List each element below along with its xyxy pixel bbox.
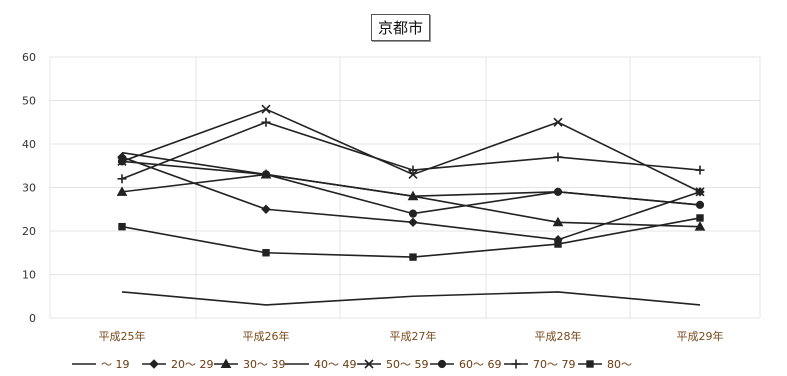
data-point-marker — [586, 360, 594, 368]
data-point-marker — [695, 165, 705, 175]
legend-entry: 20〜 29 — [142, 358, 214, 371]
series-group — [116, 104, 706, 306]
x-mark-stroke — [553, 117, 563, 127]
series-line — [121, 108, 701, 193]
legend-label: 20〜 29 — [171, 358, 214, 371]
series-line — [121, 291, 701, 306]
legend-label: 80〜 — [607, 358, 632, 371]
data-point-marker — [408, 165, 418, 175]
data-point-marker — [364, 359, 374, 369]
data-point-marker — [552, 216, 564, 227]
legend-label: 30〜 39 — [243, 358, 286, 371]
y-tick-label: 10 — [22, 269, 36, 282]
y-tick-label: 40 — [22, 138, 36, 151]
legend-entry: 〜 19 — [72, 358, 130, 371]
data-point-marker — [220, 358, 232, 368]
x-axis-ticks: 平成25年 平成26年 平成27年 平成28年 平成29年 — [99, 329, 724, 343]
data-point-marker — [149, 359, 159, 369]
x-tick-label: 平成29年 — [677, 329, 724, 343]
y-tick-label: 60 — [22, 51, 36, 64]
data-point-marker — [553, 152, 563, 162]
series-line — [121, 173, 701, 228]
y-tick-label: 0 — [29, 312, 36, 325]
data-point-marker — [261, 117, 271, 127]
legend-entry: 50〜 59 — [357, 358, 429, 371]
data-point-marker — [554, 240, 562, 248]
data-point-marker — [261, 104, 271, 114]
y-tick-label: 30 — [22, 182, 36, 195]
series-8 — [118, 214, 704, 261]
x-mark-stroke — [364, 359, 374, 369]
chart-title: 京都市 — [371, 14, 431, 41]
legend-entry: 70〜 79 — [504, 358, 576, 371]
legend-entry: 60〜 69 — [430, 358, 502, 371]
series-1 — [121, 291, 701, 306]
legend-entry: 80〜 — [578, 358, 632, 371]
data-point-marker — [694, 221, 706, 231]
data-point-marker — [261, 170, 271, 179]
legend-label: 50〜 59 — [386, 358, 429, 371]
legend-label: 〜 19 — [101, 358, 130, 371]
data-point-marker — [553, 187, 563, 196]
legend-label: 60〜 69 — [459, 358, 502, 371]
x-tick-label: 平成26年 — [243, 329, 290, 343]
data-point-marker — [553, 117, 563, 127]
x-tick-label: 平成27年 — [390, 329, 437, 343]
series-6 — [117, 157, 705, 218]
y-tick-label: 20 — [22, 225, 36, 238]
data-point-marker — [695, 200, 705, 209]
data-point-marker — [117, 174, 127, 184]
x-tick-label: 平成28年 — [535, 329, 582, 343]
data-point-marker — [117, 157, 127, 166]
legend-entry: 30〜 39 — [214, 358, 286, 371]
legend-label: 70〜 79 — [533, 358, 576, 371]
data-point-marker — [409, 253, 417, 261]
x-mark-stroke — [695, 187, 705, 197]
x-mark-stroke — [261, 104, 271, 114]
data-point-marker — [262, 249, 270, 257]
data-point-marker — [118, 222, 126, 231]
data-point-marker — [408, 217, 418, 228]
data-point-marker — [511, 359, 521, 369]
legend-label: 40〜 49 — [314, 358, 357, 371]
data-point-marker — [408, 209, 418, 218]
data-point-marker — [261, 204, 271, 214]
data-point-marker — [437, 359, 447, 369]
y-axis-ticks: 0 10 20 30 40 50 60 — [22, 51, 36, 325]
data-point-marker — [116, 186, 128, 196]
legend-entry: 40〜 49 — [285, 358, 357, 371]
series-7 — [117, 117, 705, 184]
data-point-marker — [696, 214, 704, 222]
x-tick-label: 平成25年 — [99, 329, 146, 343]
data-point-marker — [695, 187, 705, 197]
y-tick-label: 50 — [22, 95, 36, 108]
legend: 〜 19 20〜 29 30〜 39 40〜 49 50〜 59 60〜 69 70〜 79… — [72, 358, 632, 371]
